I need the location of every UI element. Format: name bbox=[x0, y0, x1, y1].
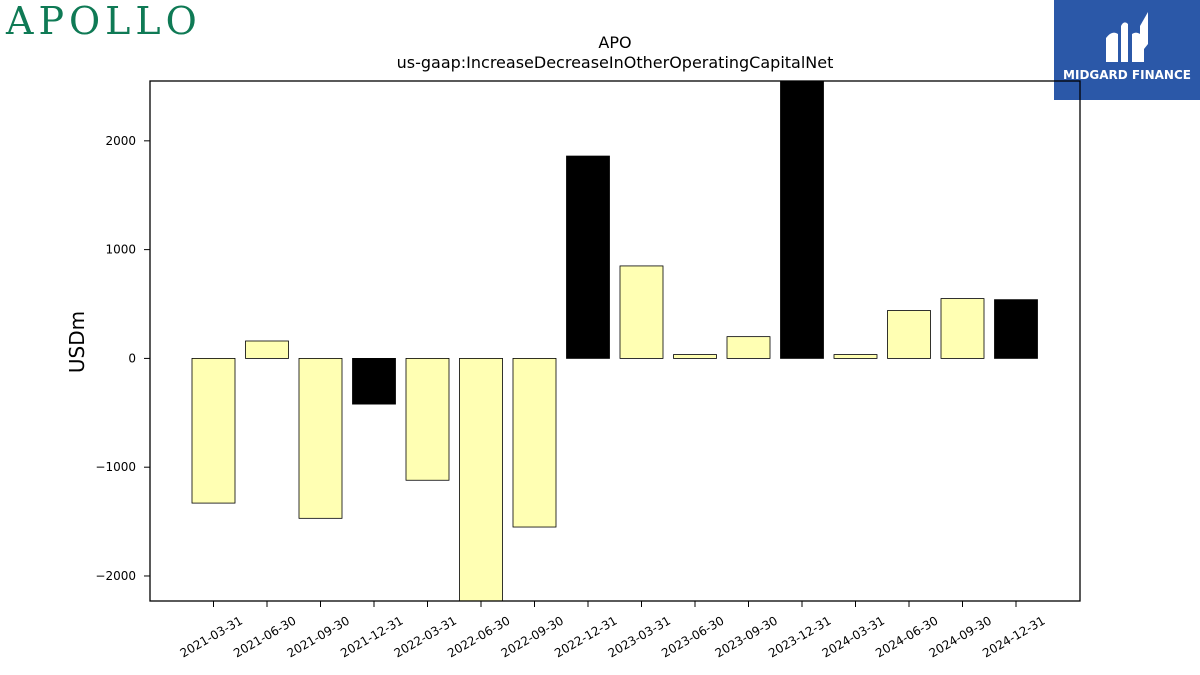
bar-2022-09-30 bbox=[512, 358, 557, 528]
x-axis-ticks: 2021-03-312021-06-302021-09-302021-12-31… bbox=[178, 601, 1048, 660]
bar-2023-09-30 bbox=[726, 336, 771, 359]
bar-2023-06-30 bbox=[673, 354, 717, 359]
bar-2024-09-30 bbox=[940, 298, 985, 359]
bar-2024-06-30 bbox=[887, 310, 931, 359]
midgard-finance-logo: MIDGARD FINANCE bbox=[1054, 0, 1200, 100]
bar-2023-03-31 bbox=[619, 265, 664, 359]
bar-2024-12-31 bbox=[994, 299, 1038, 359]
bar-2021-09-30 bbox=[298, 358, 343, 519]
bar-2024-03-31 bbox=[833, 354, 878, 359]
midgard-logo-icon bbox=[1106, 12, 1148, 62]
bar-2021-03-31 bbox=[191, 358, 236, 504]
bar-2021-12-31 bbox=[352, 358, 396, 405]
midgard-logo-text: MIDGARD FINANCE bbox=[1063, 68, 1191, 82]
bar-2022-12-31 bbox=[566, 155, 610, 359]
chart-title: APO bbox=[598, 33, 631, 52]
y-tick-label: −2000 bbox=[95, 569, 136, 583]
bars-group bbox=[191, 80, 1038, 602]
plot-frame bbox=[149, 80, 1081, 602]
bar-2022-06-30 bbox=[459, 358, 503, 602]
y-axis-ticks: −2000 −1000 0 1000 2000 bbox=[95, 134, 150, 583]
chart-subtitle: us-gaap:IncreaseDecreaseInOtherOperating… bbox=[397, 53, 834, 72]
y-tick-label: 2000 bbox=[105, 134, 136, 148]
y-tick-label: 0 bbox=[128, 351, 136, 365]
y-tick-label: 1000 bbox=[105, 243, 136, 257]
apollo-logo: APOLLO bbox=[6, 0, 202, 43]
bar-2021-06-30 bbox=[245, 340, 289, 359]
y-tick-label: −1000 bbox=[95, 460, 136, 474]
bar-2022-03-31 bbox=[405, 358, 450, 481]
bar-2023-12-31 bbox=[780, 80, 824, 359]
y-axis-label: USDm bbox=[65, 311, 89, 373]
